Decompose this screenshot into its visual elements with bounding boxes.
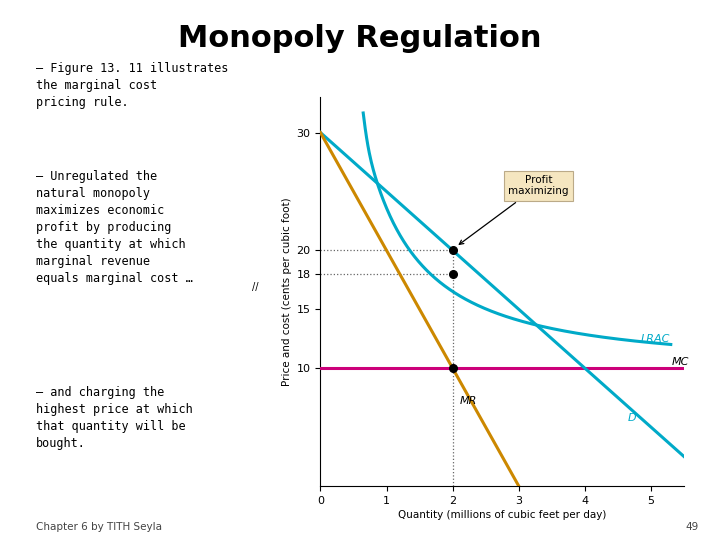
- Text: – Unregulated the
natural monopoly
maximizes economic
profit by producing
the qu: – Unregulated the natural monopoly maxim…: [36, 170, 193, 285]
- Y-axis label: Price and cost (cents per cubic foot): Price and cost (cents per cubic foot): [282, 197, 292, 386]
- Text: Profit
maximizing: Profit maximizing: [459, 175, 569, 244]
- X-axis label: Quantity (millions of cubic feet per day): Quantity (millions of cubic feet per day…: [398, 510, 606, 520]
- Text: D: D: [628, 413, 636, 423]
- Text: Chapter 6 by TITH Seyla: Chapter 6 by TITH Seyla: [36, 522, 162, 532]
- Text: – Figure 13. 11 illustrates
the marginal cost
pricing rule.: – Figure 13. 11 illustrates the marginal…: [36, 62, 228, 109]
- Text: //: //: [252, 281, 258, 292]
- Text: MR: MR: [459, 396, 477, 406]
- Text: MC: MC: [672, 357, 690, 367]
- Text: Monopoly Regulation: Monopoly Regulation: [179, 24, 541, 53]
- Text: 49: 49: [685, 522, 698, 532]
- Text: LRAC: LRAC: [641, 334, 670, 344]
- Text: – and charging the
highest price at which
that quantity will be
bought.: – and charging the highest price at whic…: [36, 386, 193, 450]
